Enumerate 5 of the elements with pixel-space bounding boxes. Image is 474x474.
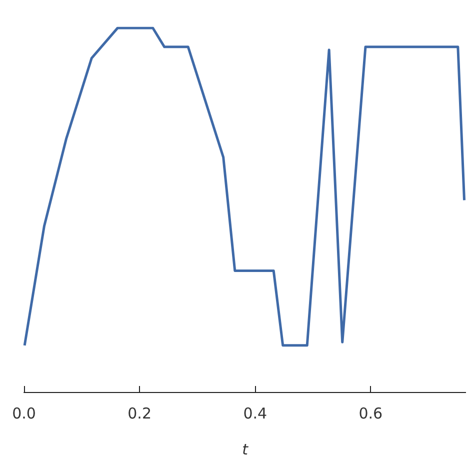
- x-tick-label: 0.0: [12, 404, 36, 422]
- x-axis-title: t: [242, 440, 250, 458]
- x-tick-label: 0.6: [358, 404, 383, 422]
- x-tick-label: 0.2: [128, 404, 152, 422]
- x-tick-label: 0.4: [243, 404, 268, 422]
